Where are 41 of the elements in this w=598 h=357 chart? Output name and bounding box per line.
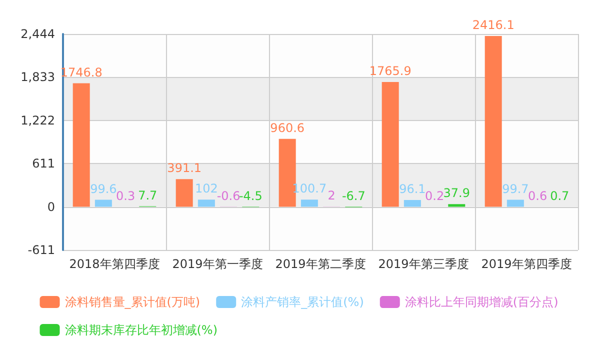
bar bbox=[484, 36, 502, 207]
data-label: 96.1 bbox=[399, 182, 426, 196]
data-label: 1765.9 bbox=[369, 64, 412, 78]
x-tick-label: 2019年第四季度 bbox=[481, 257, 572, 271]
data-label: 99.6 bbox=[90, 182, 117, 196]
legend-label: 涂料期末库存比年初增减(%) bbox=[64, 323, 218, 337]
bar bbox=[506, 200, 524, 207]
data-label: 37.9 bbox=[443, 186, 470, 200]
y-tick-label: -611 bbox=[28, 243, 55, 257]
y-tick-label: 0 bbox=[47, 200, 55, 214]
bar bbox=[198, 200, 215, 207]
data-label: -0.6 bbox=[216, 188, 240, 203]
bar bbox=[448, 204, 466, 207]
data-label: 99.7 bbox=[502, 182, 529, 196]
bar bbox=[176, 179, 193, 207]
x-tick-label: 2019年第一季度 bbox=[172, 257, 263, 271]
x-tick-label: 2019年第二季度 bbox=[275, 257, 366, 271]
x-tick-label: 2019年第三季度 bbox=[378, 257, 469, 271]
data-label: 0.2 bbox=[425, 188, 444, 203]
legend-label: 涂料比上年同期增减(百分点) bbox=[404, 295, 558, 309]
bar bbox=[300, 200, 318, 207]
bar bbox=[94, 200, 112, 207]
x-tick-label: 2018年第四季度 bbox=[69, 257, 160, 271]
y-tick-label: 1,222 bbox=[20, 113, 55, 128]
data-label: -4.5 bbox=[238, 188, 262, 203]
data-label: 0.6 bbox=[528, 188, 548, 203]
data-label: 2 bbox=[328, 188, 336, 203]
data-label: 2416.1 bbox=[472, 18, 514, 32]
data-label: 0.7 bbox=[550, 188, 570, 203]
y-tick-label: 1,833 bbox=[20, 70, 55, 84]
bar bbox=[404, 200, 421, 207]
data-label: 102 bbox=[194, 182, 218, 196]
y-tick-label: 2,444 bbox=[20, 27, 55, 41]
data-label: -6.7 bbox=[342, 188, 366, 203]
legend-label: 涂料销售量_累计值(万吨) bbox=[64, 295, 200, 309]
data-label: 960.6 bbox=[270, 120, 305, 135]
data-label: 391.1 bbox=[167, 161, 202, 176]
legend-label: 涂料产销率_累计值(%) bbox=[241, 295, 364, 309]
data-label: 7.7 bbox=[138, 188, 158, 202]
y-tick-label: 611 bbox=[32, 156, 55, 171]
data-label: 0.3 bbox=[116, 188, 136, 203]
